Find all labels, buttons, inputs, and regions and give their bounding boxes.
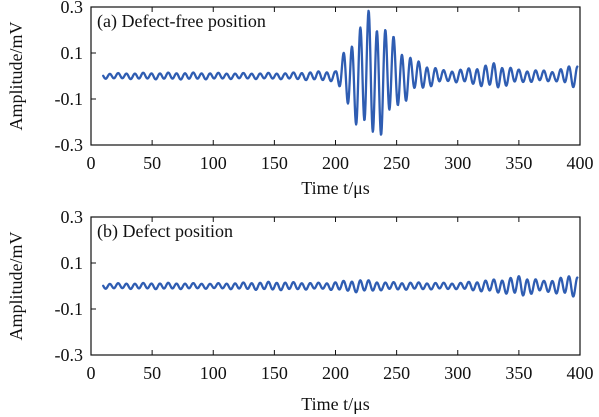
panel-title-2: (b) Defect position	[97, 221, 233, 242]
x-tick-label-2-7: 300	[444, 363, 471, 383]
panel-title-1: (a) Defect-free position	[97, 11, 266, 32]
x-tick-label-2-3: 100	[200, 363, 227, 383]
x-tick-label-1-6: 250	[383, 153, 410, 173]
waveform-line-2	[102, 275, 579, 298]
y-tick-label-2-3: 0.1	[61, 253, 84, 273]
panel-b: -0.3 -0.1 0.1 0.3 0 50 100 150 200 250 300 350 400 (b…	[6, 207, 594, 414]
x-tick-label-2-8: 350	[505, 363, 532, 383]
x-tick-label-1-4: 150	[261, 153, 288, 173]
x-tick-label-1-2: 50	[143, 153, 161, 173]
waveform-line-1	[102, 9, 579, 136]
x-tick-label-1-1: 0	[87, 153, 96, 173]
x-tick-label-1-8: 350	[505, 153, 532, 173]
y-tick-label-2-4: 0.3	[61, 207, 84, 227]
x-tick-label-2-1: 0	[87, 363, 96, 383]
x-tick-label-1-7: 300	[444, 153, 471, 173]
x-tick-label-2-5: 200	[322, 363, 349, 383]
y-tick-label-1-4: 0.3	[61, 0, 84, 17]
panel-a: -0.3 -0.1 0.1 0.3 0 50 100 150 200 250 300 350 400 (a…	[6, 0, 594, 198]
x-tick-label-1-3: 100	[200, 153, 227, 173]
y-axis-label-1: Amplitude/mV	[6, 22, 26, 131]
y-tick-label-1-3: 0.1	[61, 43, 84, 63]
y-tick-label-1-2: -0.1	[55, 89, 84, 109]
x-tick-label-2-6: 250	[383, 363, 410, 383]
x-tick-label-2-9: 400	[567, 363, 594, 383]
y-axis-label-2: Amplitude/mV	[6, 232, 26, 341]
y-tick-label-2-1: -0.3	[55, 345, 84, 365]
x-tick-label-1-5: 200	[322, 153, 349, 173]
x-tick-label-1-9: 400	[567, 153, 594, 173]
y-tick-label-1-1: -0.3	[55, 135, 84, 155]
x-tick-label-2-2: 50	[143, 363, 161, 383]
x-axis-label-2: Time t/μs	[301, 394, 370, 414]
x-tick-label-2-4: 150	[261, 363, 288, 383]
y-tick-label-2-2: -0.1	[55, 299, 84, 319]
x-axis-label-1: Time t/μs	[301, 178, 370, 198]
